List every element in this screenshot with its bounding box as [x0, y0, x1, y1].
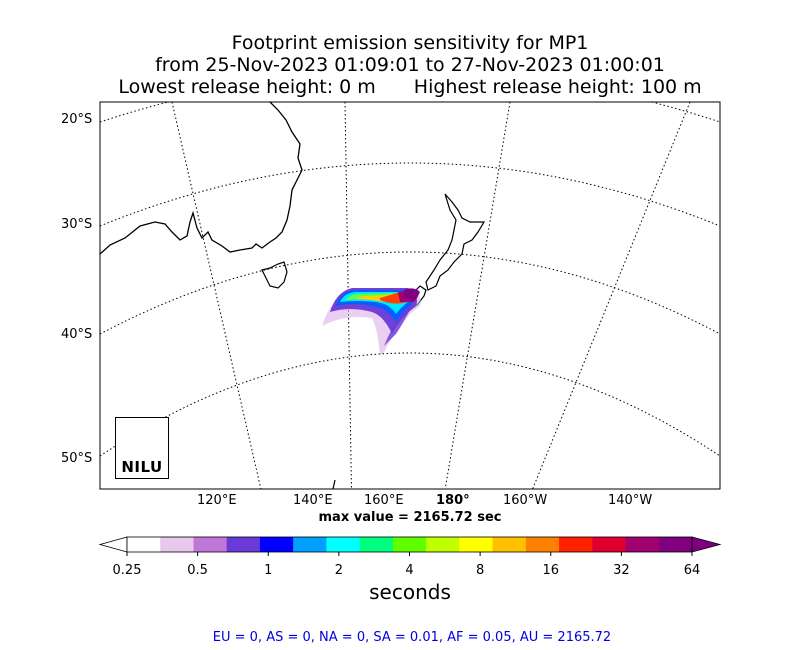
colorbar-min-extend — [98, 536, 128, 553]
colorbar-title: seconds — [369, 580, 451, 604]
title-line-2: from 25-Nov-2023 01:09:01 to 27-Nov-2023… — [155, 54, 665, 76]
colorbar-tick-label: 0.5 — [187, 563, 208, 578]
longitude-gridlines — [171, 102, 691, 489]
colorbar-segment — [259, 537, 294, 552]
lat-label-40s: 40°S — [61, 327, 93, 342]
lon-label-120e: 120°E — [197, 493, 237, 508]
colorbar-segment — [658, 537, 693, 552]
nz-north-island-coastline — [425, 193, 486, 291]
colorbar-segment — [193, 537, 228, 552]
lat-label-30s: 30°S — [61, 217, 93, 232]
colorbar-segment — [525, 537, 560, 552]
region-contributions: EU = 0, AS = 0, NA = 0, SA = 0.01, AF = … — [212, 630, 612, 645]
colorbar-segment — [459, 537, 494, 552]
colorbar-tick-marks — [126, 552, 693, 556]
colorbar-segment — [625, 537, 660, 552]
title-line-1: Footprint emission sensitivity for MP1 — [231, 32, 589, 54]
colorbar-segment — [426, 537, 460, 552]
lat-label-50s: 50°S — [61, 451, 93, 466]
title-line-3: Lowest release height: 0 m Highest releas… — [0, 76, 800, 98]
colorbar-tick-label: 16 — [542, 563, 560, 578]
lon-label-160w: 160°W — [503, 493, 548, 508]
australia-coastline — [100, 102, 303, 255]
colorbar-segment — [559, 537, 593, 552]
colorbar-segment — [392, 537, 427, 552]
tasmania-coastline — [261, 261, 288, 289]
colorbar-tick-label: 1 — [264, 563, 273, 578]
colorbar-segment — [326, 537, 361, 552]
colorbar — [98, 536, 722, 553]
colorbar-segment — [359, 537, 394, 552]
colorbar-tick-label: 2 — [334, 563, 344, 578]
colorbar-max-extend — [691, 536, 722, 553]
footprint-plume — [322, 288, 421, 356]
colorbar-tick-label: 8 — [475, 563, 485, 578]
colorbar-segment — [592, 537, 627, 552]
colorbar-tick-label: 4 — [405, 563, 414, 578]
colorbar-segment — [293, 537, 328, 552]
latitude-gridlines — [100, 102, 720, 457]
lon-label-140e: 140°E — [293, 493, 333, 508]
lon-label-180: 180° — [436, 493, 470, 508]
colorbar-tick-label: 32 — [613, 563, 630, 578]
lat-label-20s: 20°S — [61, 112, 93, 127]
colorbar-segment — [226, 537, 261, 552]
map-frame — [99, 101, 721, 490]
nilu-logo: NILU — [115, 417, 169, 479]
highest-release-height: Highest release height: 100 m — [413, 76, 702, 98]
colorbar-tick-label: 64 — [683, 563, 701, 578]
colorbar-segment — [160, 537, 195, 552]
colorbar-segment — [492, 537, 527, 552]
colorbar-segment — [127, 537, 161, 552]
lon-label-140w: 140°W — [608, 493, 653, 508]
nilu-logo-text: NILU — [121, 458, 163, 476]
max-value-label: max value = 2165.72 sec — [318, 510, 502, 525]
antarctica-coastline — [332, 479, 336, 489]
colorbar-tick-label: 0.25 — [112, 563, 142, 578]
lowest-release-height: Lowest release height: 0 m — [118, 76, 376, 98]
lon-label-160e: 160°E — [364, 493, 404, 508]
